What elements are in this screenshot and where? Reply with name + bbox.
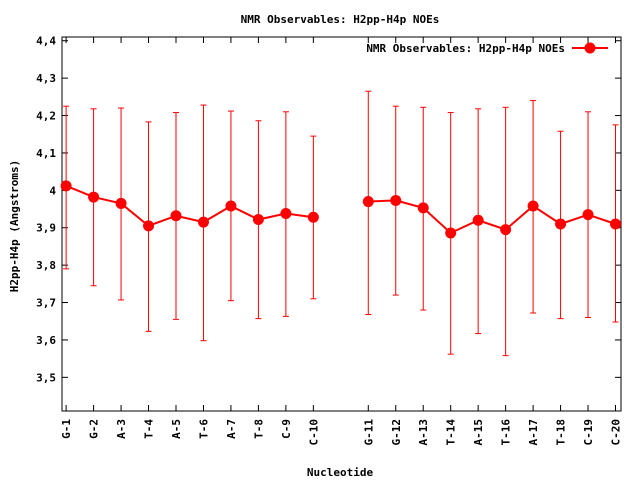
data-point [88, 191, 100, 203]
x-tick-label: T-18 [555, 419, 568, 446]
y-tick-label: 3,8 [36, 259, 56, 272]
x-tick-label: A-13 [417, 419, 430, 446]
x-tick-label: G-1 [60, 419, 73, 439]
x-tick-label: G-12 [390, 419, 403, 446]
x-tick-label: T-14 [445, 419, 458, 446]
series-lines [65, 184, 616, 235]
data-point [555, 218, 567, 230]
y-tick-label: 4,4 [36, 35, 56, 48]
series-line [65, 184, 314, 228]
y-tick-label: 4,3 [36, 72, 56, 85]
data-point [610, 218, 622, 230]
data-point [115, 197, 127, 209]
data-point [582, 209, 594, 221]
data-point [390, 194, 402, 206]
x-tick-label: A-7 [225, 419, 238, 439]
data-point [472, 214, 484, 226]
y-axis-label: H2pp-H4p (Angstroms) [8, 160, 21, 292]
y-ticks: 3,5 3,6 3,7 3,8 3,9 4 4,1 4,2 4,3 4,4 [36, 35, 621, 384]
x-tick-label: T-16 [500, 419, 513, 446]
data-point [500, 224, 512, 236]
data-point [445, 227, 457, 239]
y-tick-label: 3,9 [36, 222, 56, 235]
x-tick-label: C-19 [582, 419, 595, 446]
legend-marker [584, 42, 596, 54]
x-tick-label: A-5 [170, 419, 183, 439]
y-tick-label: 3,6 [36, 334, 56, 347]
legend: NMR Observables: H2pp-H4p NOEs [366, 42, 608, 55]
x-tick-label: C-10 [307, 419, 320, 446]
legend-label: NMR Observables: H2pp-H4p NOEs [366, 42, 565, 55]
data-point [417, 202, 429, 214]
series-points [60, 180, 622, 239]
data-point [143, 220, 155, 232]
y-tick-label: 4,2 [36, 110, 56, 123]
data-point [252, 214, 264, 226]
y-tick-label: 3,7 [36, 297, 56, 310]
x-tick-label: T-4 [143, 419, 156, 439]
data-point [280, 208, 292, 220]
x-tick-label: T-6 [197, 419, 210, 439]
data-point [527, 200, 539, 212]
y-tick-label: 3,5 [36, 371, 56, 384]
y-tick-label: 4 [49, 184, 56, 197]
x-tick-label: A-15 [472, 419, 485, 446]
x-tick-label: C-9 [280, 419, 293, 439]
x-tick-label: A-3 [115, 419, 128, 439]
series-line [368, 199, 616, 235]
data-point [60, 180, 72, 192]
x-tick-label: G-2 [88, 419, 101, 439]
data-point [225, 200, 237, 212]
x-tick-label: T-8 [252, 419, 265, 439]
data-point [362, 196, 374, 208]
data-point [170, 210, 182, 222]
x-axis-label: Nucleotide [307, 466, 374, 479]
y-tick-label: 4,1 [36, 147, 56, 160]
data-point [197, 216, 209, 228]
x-tick-label: C-20 [610, 419, 623, 446]
chart-title: NMR Observables: H2pp-H4p NOEs [241, 13, 440, 26]
x-tick-label: G-11 [362, 419, 375, 446]
x-tick-label: A-17 [527, 419, 540, 446]
data-point [307, 211, 319, 223]
x-ticks: G-1 G-2 A-3 T-4 A-5 T-6 A-7 T-8 C-9 C-10 G-11 G-12 A… [60, 37, 623, 446]
